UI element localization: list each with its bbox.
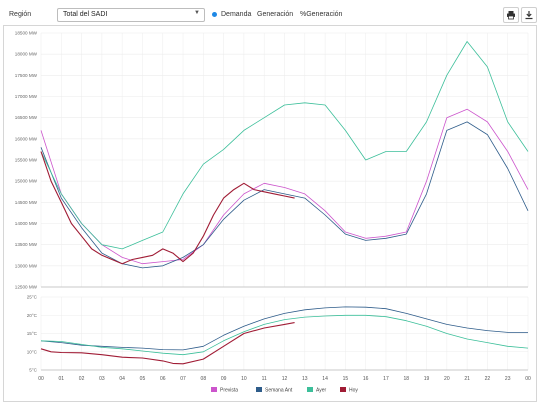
y-tick-label: 18000 MW — [15, 52, 38, 57]
x-tick-label: 13 — [302, 376, 308, 382]
demand-series-prevista — [40, 108, 529, 265]
toolbar: Región Total del SADI ▼ Demanda Generaci… — [0, 0, 540, 30]
mode-generacion[interactable]: Generación — [257, 11, 293, 18]
legend-swatch-prevista — [211, 387, 217, 392]
x-tick-label: 21 — [464, 376, 470, 382]
region-select[interactable]: Total del SADI ▼ — [57, 8, 205, 22]
region-label: Región — [9, 11, 32, 18]
x-tick-label: 18 — [403, 376, 409, 382]
demand-series-hoy — [40, 151, 295, 265]
demand-series-ayer — [40, 41, 529, 250]
x-tick-label: 04 — [119, 376, 125, 382]
download-icon — [525, 11, 533, 20]
x-tick-label: 02 — [79, 376, 85, 382]
mode-demanda-label: Demanda — [221, 11, 252, 18]
y-tick-label: 25°C — [27, 295, 38, 300]
mode-generacion-label: Generación — [257, 11, 294, 18]
y-tick-label: 5°C — [29, 368, 37, 373]
legend-swatch-semana-ant — [256, 387, 262, 392]
x-tick-label: 00 — [38, 376, 44, 382]
legend: Prevista Semana Ant Ayer Hoy — [211, 387, 358, 394]
temperature-series-hoy — [40, 322, 295, 365]
y-tick-label: 13000 MW — [15, 263, 38, 268]
mode-demanda[interactable]: Demanda — [212, 11, 251, 18]
y-tick-label: 15000 MW — [15, 179, 38, 184]
x-tick-label: 03 — [99, 376, 105, 382]
y-tick-label: 20°C — [27, 313, 38, 318]
x-tick-label: 06 — [160, 376, 166, 382]
temperature-series-semana-ant — [40, 306, 528, 351]
region-select-value: Total del SADI — [63, 11, 108, 18]
temperature-series-ayer — [40, 314, 529, 356]
legend-swatch-hoy — [340, 387, 346, 392]
mode-porcentaje-generacion-label: %Generación — [300, 11, 343, 18]
x-tick-label: 23 — [505, 376, 511, 382]
x-tick-label: 16 — [363, 376, 369, 382]
x-tick-label: 19 — [424, 376, 430, 382]
series — [40, 41, 529, 365]
x-tick-label: 08 — [201, 376, 207, 382]
x-tick-label: 05 — [140, 376, 146, 382]
y-tick-label: 14000 MW — [15, 221, 38, 226]
x-tick-label: 15 — [343, 376, 349, 382]
y-tick-label: 15500 MW — [15, 158, 38, 163]
x-tick-label: 22 — [485, 376, 491, 382]
x-tick-label: 12 — [282, 376, 288, 382]
legend-label-hoy[interactable]: Hoy — [349, 388, 358, 394]
y-tick-label: 18500 MW — [15, 31, 38, 36]
y-tick-label: 16000 MW — [15, 136, 38, 141]
x-tick-label: 09 — [221, 376, 227, 382]
mode-porcentaje-generacion[interactable]: %Generación — [300, 11, 342, 18]
radio-selected-icon — [212, 12, 217, 17]
y-tick-label: 15°C — [27, 331, 38, 336]
chevron-down-icon: ▼ — [194, 10, 200, 16]
download-button[interactable] — [521, 7, 537, 23]
x-tick-label: 14 — [322, 376, 328, 382]
x-tick-label: 10 — [241, 376, 247, 382]
y-tick-label: 12500 MW — [15, 285, 38, 290]
legend-swatch-ayer — [307, 387, 313, 392]
legend-label-prevista[interactable]: Prevista — [220, 388, 238, 394]
x-tick-label: 20 — [444, 376, 450, 382]
legend-label-ayer[interactable]: Ayer — [316, 388, 327, 394]
x-tick-label: 17 — [383, 376, 389, 382]
y-tick-label: 10°C — [27, 349, 38, 354]
x-tick-label: 07 — [180, 376, 186, 382]
y-tick-label: 17000 MW — [15, 94, 38, 99]
legend-label-semana-ant[interactable]: Semana Ant — [265, 388, 293, 394]
x-tick-label: 11 — [262, 376, 267, 382]
print-button[interactable] — [503, 7, 519, 23]
y-tick-label: 14500 MW — [15, 200, 38, 205]
y-tick-label: 17500 MW — [15, 73, 38, 78]
y-tick-label: 16500 MW — [15, 115, 38, 120]
y-tick-label: 13500 MW — [15, 242, 38, 247]
print-icon — [507, 11, 515, 20]
x-tick-label: 00 — [525, 376, 531, 382]
x-tick-label: 01 — [59, 376, 65, 382]
axes: 00 01 02 03 04 05 06 07 08 09 10 11 12 13 14 15 16 17 18 19… — [15, 31, 531, 383]
chart-panel — [3, 25, 537, 402]
